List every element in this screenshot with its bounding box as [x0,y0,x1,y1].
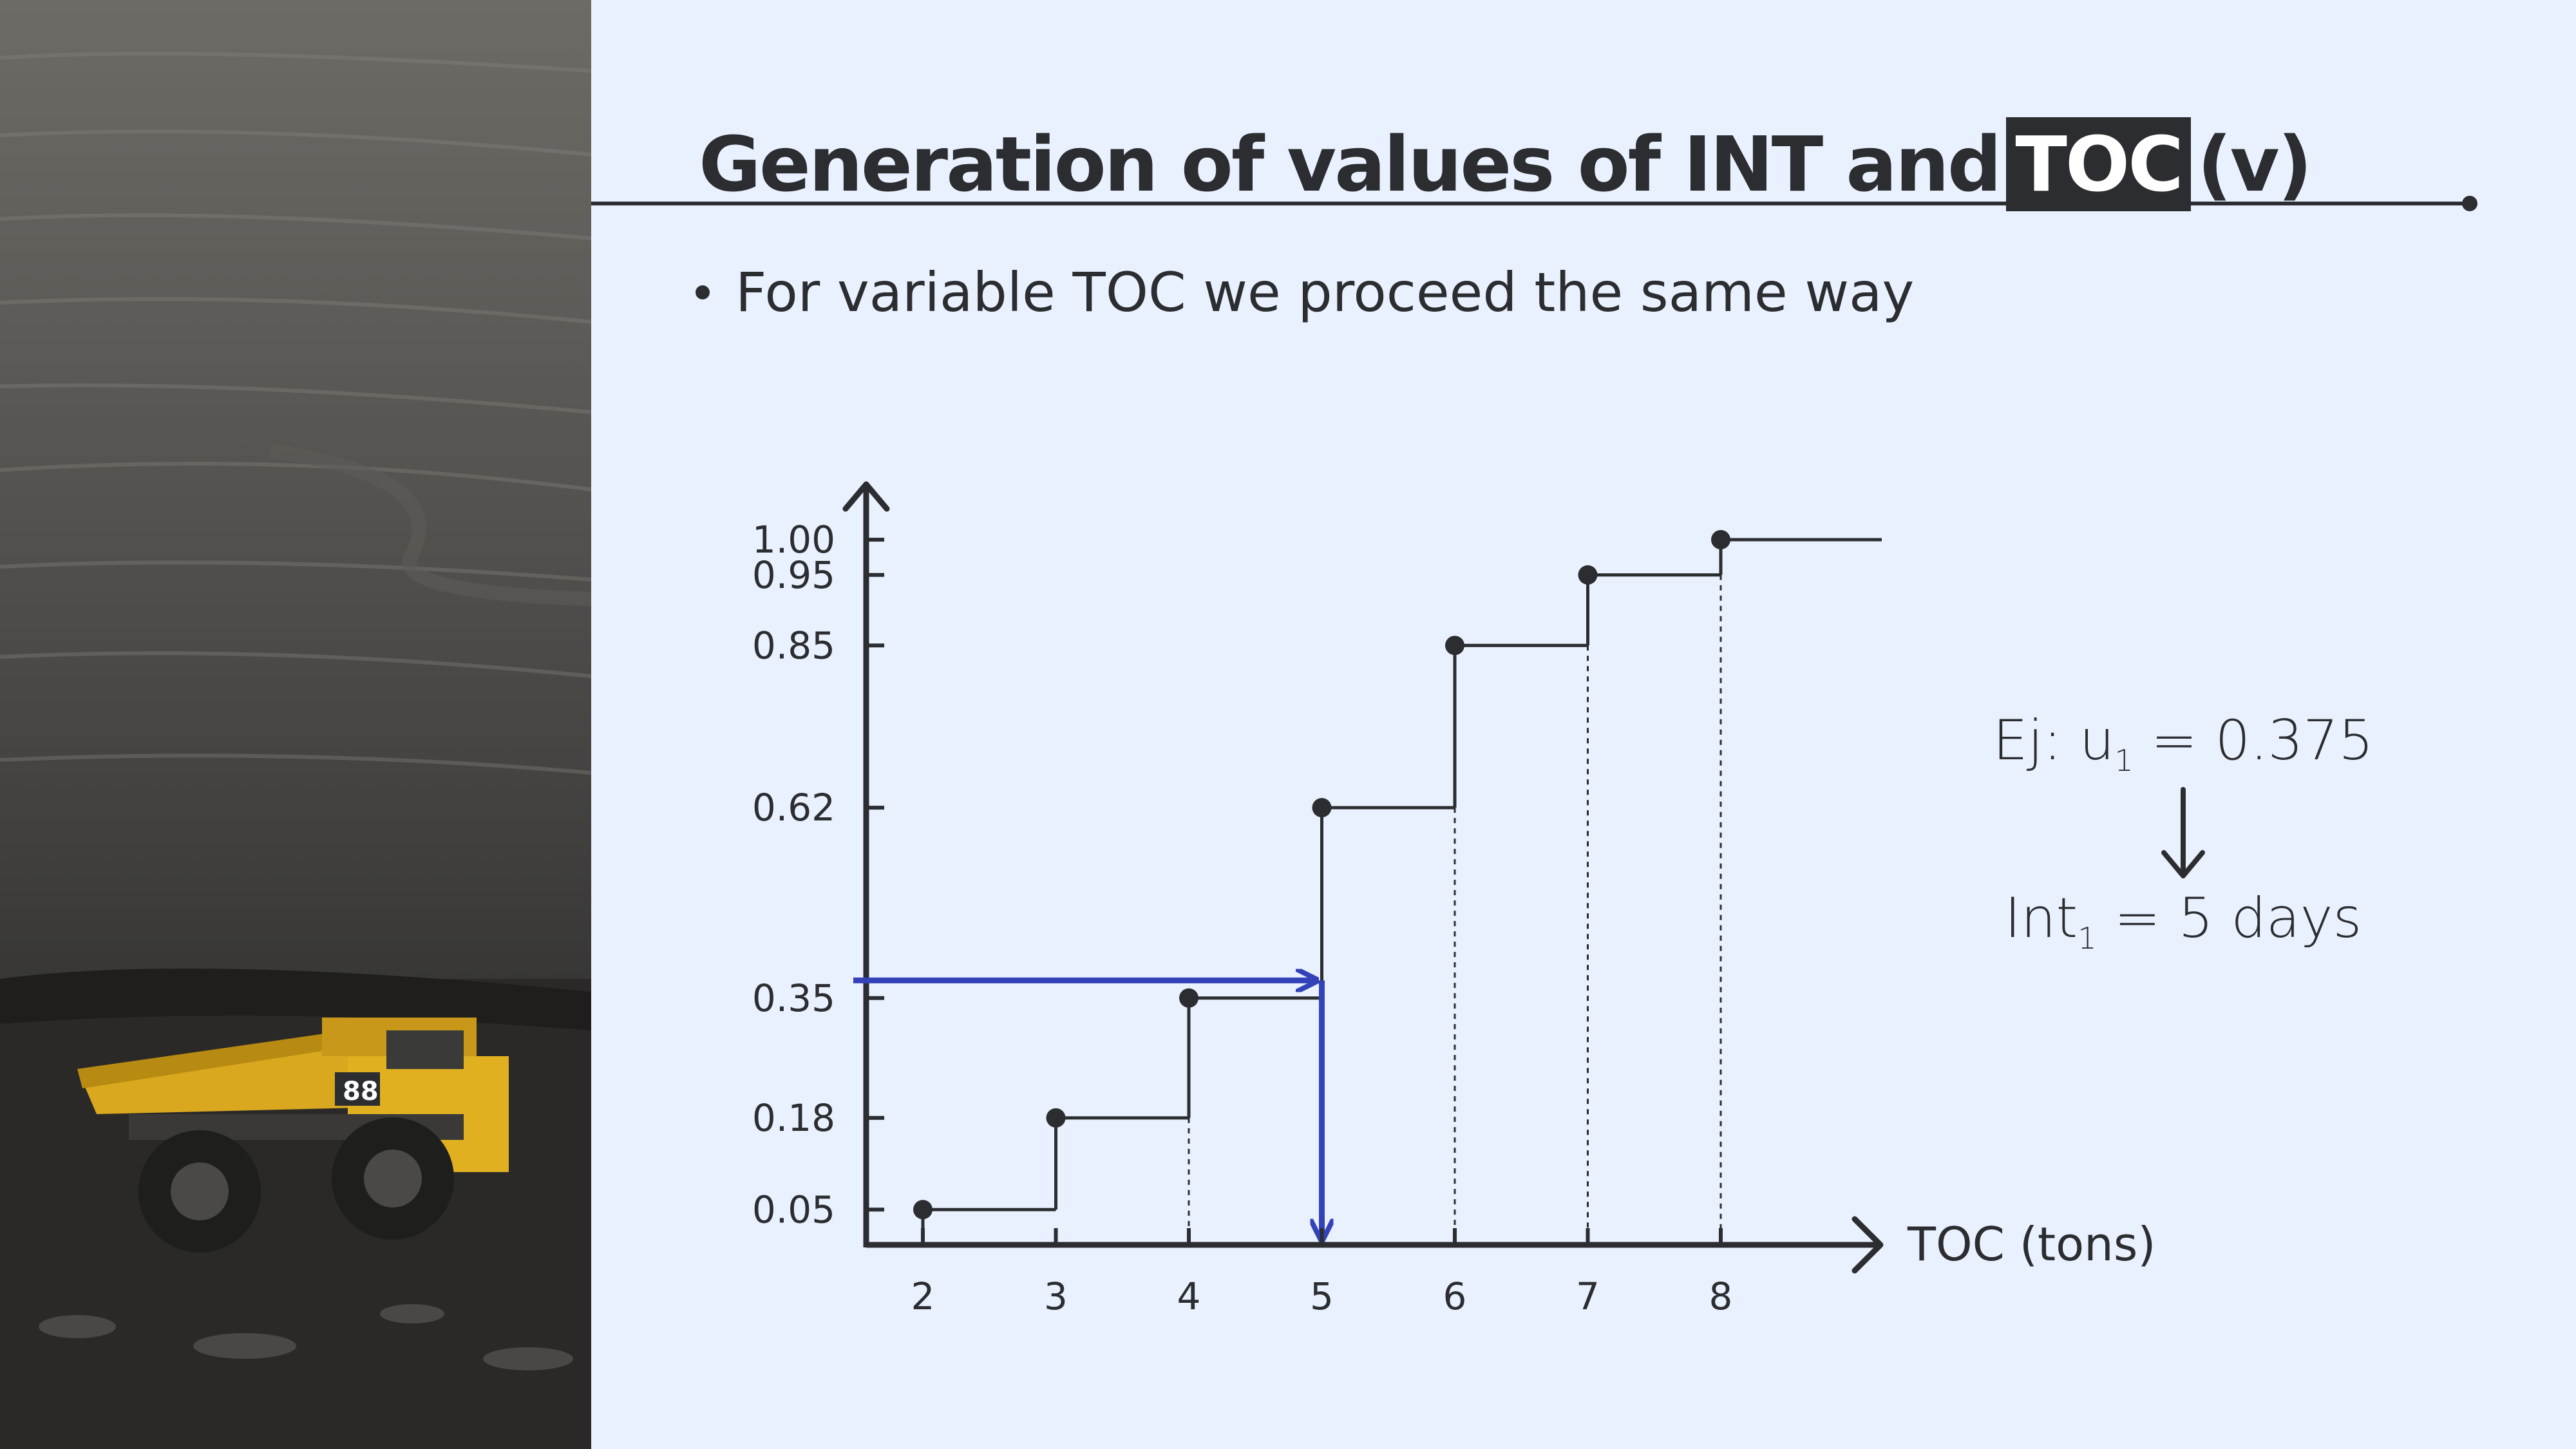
y-tick-label-0.18: 0.18 [752,1096,835,1140]
example-result-var: Int [2004,886,2078,951]
x-axis-label: TOC (tons) [1907,1217,2155,1271]
example-input-line: Ej: u1 = 0.375 [1971,708,2396,778]
example-annotation: Ej: u1 = 0.375 Int1 = 5 days [1971,708,2396,956]
title-highlight-toc: TOC [2006,117,2191,211]
bullet-item: For variable TOC we proceed the same way [696,261,1914,324]
example-eq: = [2151,708,2198,773]
title-underline-end-dot [2462,196,2477,211]
y-tick-label-0.95: 0.95 [752,553,835,597]
step-point-2 [913,1200,933,1220]
x-tick-label-6: 6 [1443,1274,1467,1318]
example-value: 0.375 [2215,708,2374,773]
truck-number: 88 [343,1077,379,1106]
example-result-eq: = [2114,886,2161,951]
y-tick-label-1.00: 1.00 [752,518,835,562]
example-result-line: Int1 = 5 days [1971,886,2396,956]
step-point-4 [1179,988,1198,1008]
title-text-suffix: (v) [2197,120,2313,209]
x-tick-label-5: 5 [1310,1274,1334,1318]
step-point-6 [1445,636,1464,656]
bullet-dot-icon [696,285,710,299]
y-tick-label-0.35: 0.35 [752,976,835,1020]
x-tick-label-7: 7 [1576,1274,1600,1318]
y-tick-label-0.62: 0.62 [752,786,835,829]
title-underline [591,202,2470,205]
title-text-main: Generation of values of INT and [699,120,2002,209]
example-prefix: Ej: [1993,708,2062,773]
haul-truck-illustration: 88 [77,1018,509,1253]
bullet-text: For variable TOC we proceed the same way [735,261,1915,324]
example-var: u [2079,708,2115,773]
example-result-sub: 1 [2078,921,2097,956]
step-point-3 [1046,1108,1066,1128]
step-point-8 [1711,530,1730,549]
mine-photo: 88 [0,0,591,1449]
y-tick-label-0.85: 0.85 [752,623,835,667]
x-tick-label-3: 3 [1044,1274,1068,1318]
y-tick-label-0.05: 0.05 [752,1188,835,1231]
x-tick-label-4: 4 [1177,1274,1201,1318]
x-tick-label-2: 2 [911,1274,935,1318]
slide-title: Generation of values of INT and TOC (v) [699,113,2313,216]
example-var-sub: 1 [2114,743,2134,779]
step-point-7 [1578,565,1598,585]
down-arrow-icon [2161,787,2205,879]
x-tick-label-8: 8 [1709,1274,1733,1318]
x-axis-arrowhead-icon [1852,1216,1884,1274]
example-result-value: 5 days [2178,886,2362,951]
y-axis-arrowhead-icon [842,481,890,512]
step-point-5 [1312,798,1332,818]
